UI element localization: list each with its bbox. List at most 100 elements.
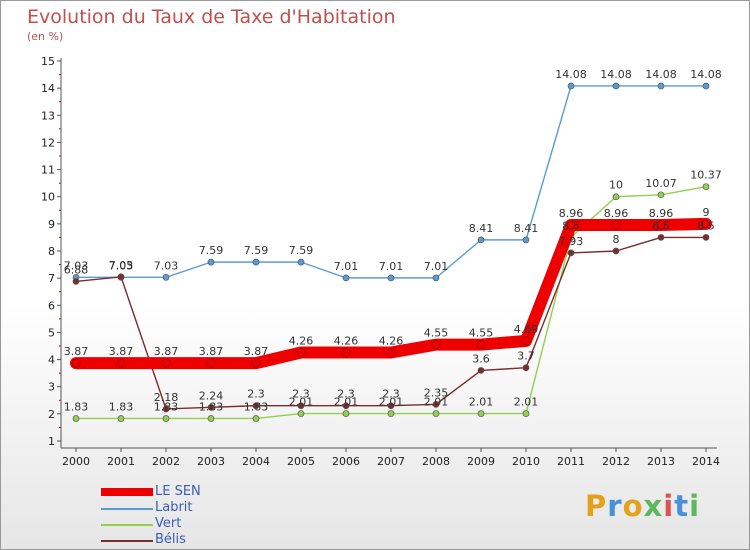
- data-label: 7.03: [109, 259, 134, 272]
- data-point: [701, 219, 711, 229]
- data-label: 7.05: [109, 259, 134, 272]
- data-point: [657, 82, 665, 90]
- data-label: 1.83: [199, 400, 224, 413]
- data-label: 3.6: [472, 352, 490, 365]
- data-point: [162, 405, 170, 413]
- data-label: 2.18: [154, 391, 179, 404]
- data-label: 2.3: [247, 388, 265, 401]
- data-point: [207, 258, 215, 266]
- x-tick-label: 2011: [557, 455, 585, 468]
- x-tick-label: 2000: [62, 455, 90, 468]
- data-label: 14.08: [690, 68, 722, 81]
- logo-letter: i: [663, 489, 675, 523]
- y-tick-label: 14: [41, 82, 55, 95]
- data-label: 8.5: [697, 219, 715, 232]
- data-label: 1.83: [109, 400, 134, 413]
- data-point: [657, 234, 665, 241]
- data-point: [521, 336, 531, 346]
- data-label: 8.41: [514, 222, 539, 235]
- data-point: [477, 236, 485, 244]
- data-point: [342, 410, 350, 417]
- data-point: [162, 415, 170, 422]
- data-point: [656, 220, 666, 230]
- data-label: 7.59: [289, 244, 314, 257]
- x-tick-label: 2003: [197, 455, 225, 468]
- data-point: [161, 358, 171, 368]
- x-tick-label: 2008: [422, 455, 450, 468]
- legend-label-belis: Bélis: [155, 532, 186, 547]
- y-tick-label: 1: [48, 435, 55, 448]
- data-label: 9: [703, 206, 710, 219]
- logo-letter: t: [674, 489, 690, 523]
- y-tick-label: 7: [48, 272, 55, 285]
- data-label: 8: [613, 233, 620, 246]
- y-axis-unit: (en %): [27, 30, 64, 43]
- data-point: [432, 274, 440, 282]
- data-label: 8.96: [649, 207, 674, 220]
- data-point: [117, 273, 125, 281]
- data-label: 8.5: [562, 219, 580, 232]
- y-tick-label: 9: [48, 218, 55, 231]
- x-tick-label: 2005: [287, 455, 315, 468]
- legend-label-vert: Vert: [155, 516, 182, 531]
- data-label: 3.7: [517, 350, 535, 363]
- data-point: [567, 249, 575, 257]
- legend-swatch-labrit: [101, 508, 153, 510]
- data-label: 1.83: [64, 400, 89, 413]
- data-label: 1.83: [244, 400, 269, 413]
- data-point: [566, 220, 576, 230]
- data-label: 3.87: [154, 345, 179, 358]
- data-point: [251, 358, 261, 368]
- data-label: 4.69: [514, 323, 539, 336]
- logo-letter: P: [585, 489, 608, 523]
- data-point: [386, 348, 396, 358]
- data-point: [297, 258, 305, 266]
- data-point: [477, 367, 485, 374]
- y-tick-label: 10: [41, 191, 55, 204]
- chart-title: Evolution du Taux de Taxe d'Habitation: [27, 6, 396, 28]
- x-tick-label: 2006: [332, 455, 360, 468]
- y-tick-label: 4: [48, 354, 55, 367]
- data-label: 2.01: [514, 396, 539, 409]
- data-point: [162, 273, 170, 281]
- data-point: [387, 410, 395, 417]
- x-tick-label: 2001: [107, 455, 135, 468]
- x-tick-label: 2002: [152, 455, 180, 468]
- data-point: [476, 340, 486, 350]
- data-label: 14.08: [645, 68, 677, 81]
- data-point: [72, 278, 80, 285]
- data-point: [612, 247, 620, 255]
- y-tick-label: 15: [41, 55, 55, 68]
- data-point: [72, 415, 80, 422]
- x-tick-label: 2009: [467, 455, 495, 468]
- data-label: 4.26: [379, 335, 404, 348]
- y-tick-label: 6: [48, 299, 55, 312]
- data-point: [297, 410, 305, 417]
- data-label: 7.59: [199, 244, 224, 257]
- data-label: 8.41: [469, 222, 494, 235]
- data-point: [117, 415, 125, 422]
- y-tick-label: 8: [48, 245, 55, 258]
- data-label: 2.01: [424, 396, 449, 409]
- data-label: 8.5: [652, 219, 670, 232]
- data-point: [477, 410, 485, 417]
- data-point: [702, 234, 710, 241]
- legend-swatch-le-sen: [101, 488, 153, 496]
- logo-letter: o: [622, 489, 644, 523]
- data-point: [522, 236, 530, 244]
- data-label: 4.26: [289, 335, 314, 348]
- data-label: 2.01: [289, 396, 314, 409]
- data-point: [252, 402, 260, 410]
- x-tick-label: 2004: [242, 455, 270, 468]
- y-tick-label: 2: [48, 408, 55, 421]
- data-label: 2.3: [292, 388, 310, 401]
- data-point: [522, 364, 530, 372]
- data-point: [342, 274, 350, 282]
- data-label: 8.96: [559, 207, 584, 220]
- y-tick-label: 5: [48, 326, 55, 339]
- data-point: [296, 348, 306, 358]
- data-point: [431, 340, 441, 350]
- legend-label-le-sen: LE SEN: [155, 484, 201, 499]
- data-point: [207, 403, 215, 411]
